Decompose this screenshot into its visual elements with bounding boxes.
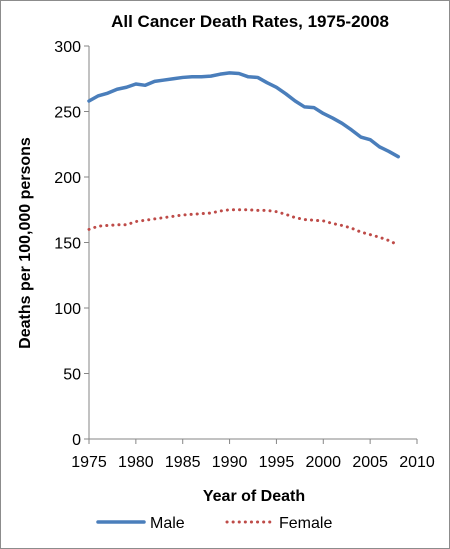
x-tick-label: 1980 — [118, 454, 154, 471]
x-axis-label: Year of Death — [203, 488, 305, 505]
tick-labels: 0 50 100 150 200 250 300 1975 1980 1985 1990 1995 20… — [54, 39, 435, 471]
y-tick-label: 0 — [72, 432, 81, 449]
chart-title: All Cancer Death Rates, 1975-2008 — [111, 12, 389, 31]
legend: Male Female — [96, 515, 332, 532]
y-tick-label: 200 — [54, 170, 81, 187]
legend-label-male: Male — [150, 515, 185, 532]
axes — [84, 45, 418, 444]
x-tick-label: 2005 — [352, 454, 388, 471]
y-tick-label: 150 — [54, 236, 81, 253]
x-tick-label: 2000 — [305, 454, 341, 471]
series-line-female — [87, 208, 400, 247]
legend-label-female: Female — [279, 515, 332, 532]
y-axis-label: Deaths per 100,000 persons — [17, 137, 34, 349]
x-tick-label: 1975 — [71, 454, 107, 471]
series-layer — [87, 71, 401, 247]
x-tick-label: 1990 — [212, 454, 248, 471]
y-tick-label: 300 — [54, 39, 81, 56]
y-tick-label: 100 — [54, 301, 81, 318]
x-tick-label: 1995 — [259, 454, 295, 471]
x-tick-label: 1985 — [165, 454, 201, 471]
series-line-male — [87, 71, 401, 159]
x-tick-label: 2010 — [399, 454, 435, 471]
y-tick-label: 250 — [54, 105, 81, 122]
y-tick-label: 50 — [63, 367, 81, 384]
